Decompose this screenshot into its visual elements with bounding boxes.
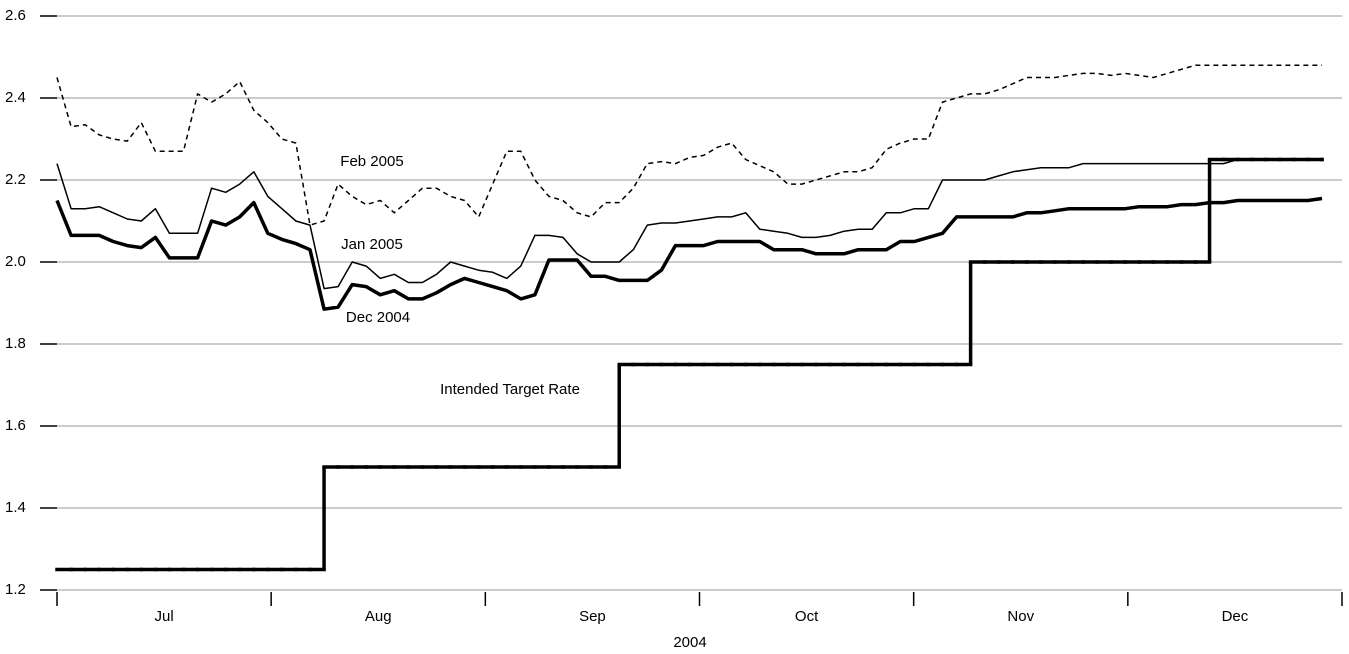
y-tick-label: 2.2 [5,171,26,188]
series-label: Feb 2005 [340,153,403,170]
x-tick-label: Sep [579,608,606,625]
series-label: Jan 2005 [341,236,403,253]
series-line [56,64,1322,226]
y-tick-label: 1.4 [5,499,26,516]
series-label: Intended Target Rate [440,381,580,398]
y-tick-label: 1.2 [5,581,26,598]
y-tick-label: 1.8 [5,335,26,352]
x-tick-label: Jul [154,608,173,625]
series-label: Dec 2004 [346,309,410,326]
x-tick-label: Nov [1007,608,1034,625]
x-tick-label: Oct [795,608,819,625]
y-tick-label: 2.6 [5,7,26,24]
x-tick-label: Aug [365,608,392,625]
x-axis-label: 2004 [673,634,706,651]
series-line [56,158,1322,290]
y-tick-label: 2.0 [5,253,26,270]
x-tick-label: Dec [1222,608,1249,625]
series-line [55,196,1323,311]
y-tick-label: 2.4 [5,89,26,106]
y-tick-label: 1.6 [5,417,26,434]
